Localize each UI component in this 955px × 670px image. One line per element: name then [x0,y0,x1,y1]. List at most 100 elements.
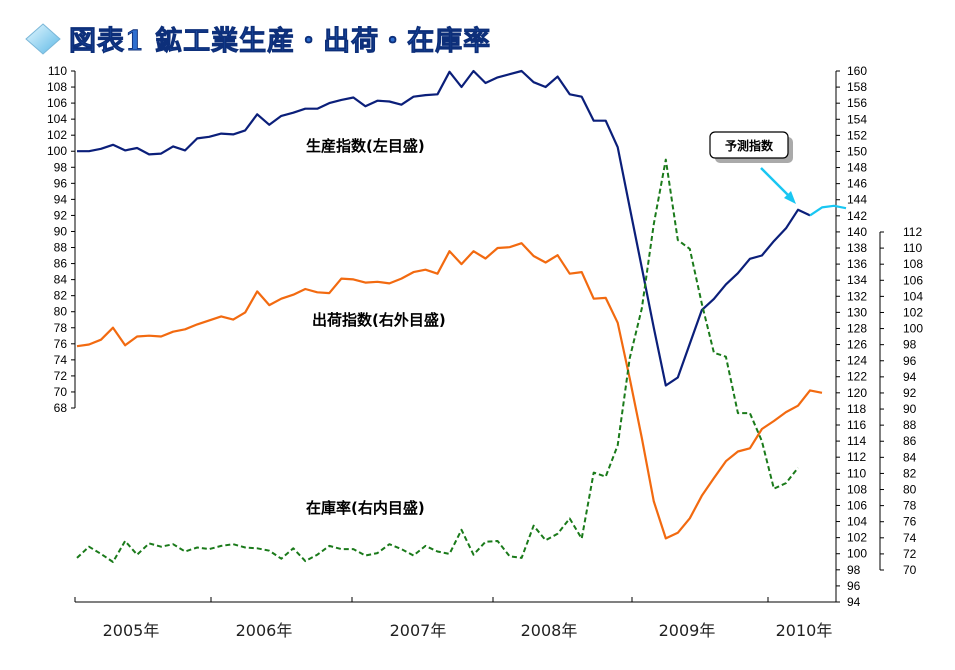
right-inner-tick-label: 86 [903,434,917,448]
x-tick-label: 2007年 [390,621,447,640]
inventory-series-label: 在庫率(右内目盛) [306,499,425,517]
right-outer-tick-label: 140 [847,225,867,239]
right-outer-tick-label: 110 [847,466,866,480]
right-outer-tick-label: 144 [847,193,867,207]
right-outer-tick-label: 152 [847,128,867,142]
left-tick-label: 88 [54,241,68,255]
right-outer-tick-label: 150 [847,144,867,158]
series-line-3 [76,158,799,563]
series-layer [76,69,847,563]
x-tick-label: 2006年 [236,621,293,640]
right-outer-tick-label: 132 [847,289,867,303]
left-tick-label: 100 [47,144,67,158]
right-inner-tick-label: 96 [903,354,917,368]
left-tick-label: 96 [54,176,68,190]
right-inner-tick-label: 72 [903,547,917,561]
left-tick-label: 92 [54,208,68,222]
left-y-axis: 68 70 72 74 76 78 80 82 84 86 88 90 92 94 96 98 100 102 10… [47,64,76,415]
right-inner-tick-label: 106 [903,273,923,287]
right-outer-tick-label: 142 [847,209,867,223]
right-outer-tick-label: 96 [847,579,861,593]
right-outer-tick-label: 126 [847,338,867,352]
left-tick-label: 70 [54,385,68,399]
right-outer-tick-label: 156 [847,96,867,110]
right-inner-tick-label: 88 [903,418,917,432]
left-tick-label: 74 [54,353,68,367]
left-tick-label: 110 [48,64,67,78]
right-outer-tick-label: 112 [847,450,866,464]
right-inner-tick-label: 84 [903,450,917,464]
chart-title-text: 図表1 鉱工業生産・出荷・在庫率 [69,25,491,57]
right-inner-tick-label: 110 [903,241,922,255]
series-line-2 [76,242,823,540]
right-inner-tick-label: 76 [903,515,917,529]
right-outer-tick-label: 146 [847,177,867,191]
right-inner-tick-label: 94 [903,370,917,384]
right-outer-tick-label: 130 [847,305,867,319]
left-tick-label: 106 [47,96,67,110]
left-tick-label: 68 [54,401,68,415]
right-outer-tick-label: 116 [847,418,866,432]
right-inner-tick-label: 80 [903,483,917,497]
right-outer-tick-label: 122 [847,370,867,384]
right-outer-tick-label: 136 [847,257,867,271]
right-outer-tick-label: 154 [847,112,867,126]
right-outer-tick-label: 128 [847,321,867,335]
right-outer-tick-label: 124 [847,354,867,368]
right-outer-tick-label: 102 [847,531,867,545]
x-tick-label: 2010年 [776,621,833,640]
left-tick-label: 82 [54,289,68,303]
left-tick-label: 108 [47,80,67,94]
right-inner-tick-label: 112 [903,225,922,239]
diamond-icon [25,23,61,55]
production-series-label: 生産指数(左目盛) [306,137,425,155]
left-tick-label: 94 [54,192,68,206]
forecast-callout-box [709,131,789,159]
series-line-0 [77,69,811,387]
right-outer-tick-label: 160 [847,64,867,78]
right-inner-tick-label: 74 [903,531,917,545]
right-outer-tick-label: 100 [847,547,867,561]
right-outer-tick-label: 134 [847,273,867,287]
right-outer-tick-label: 148 [847,161,867,175]
right-inner-tick-label: 100 [903,322,923,336]
x-axis: 2005年 2006年 2007年 2008年 2009年 2010年 [74,597,836,640]
right-outer-tick-label: 158 [847,80,867,94]
left-tick-label: 104 [47,112,67,126]
right-inner-tick-label: 102 [903,305,923,319]
left-tick-label: 86 [54,257,68,271]
right-outer-tick-label: 108 [847,482,867,496]
right-outer-tick-label: 114 [847,434,866,448]
right-inner-tick-label: 82 [903,466,917,480]
right-outer-tick-label: 98 [847,563,861,577]
left-tick-label: 98 [54,160,68,174]
forecast-callout-label: 予測指数 [725,138,774,153]
forecast-callout: 予測指数 [709,131,796,204]
right-outer-tick-label: 138 [847,241,867,255]
right-inner-tick-label: 92 [903,386,917,400]
right-outer-tick-label: 104 [847,515,867,529]
series-line-1 [809,204,847,217]
right-outer-tick-label: 94 [847,595,861,609]
right-inner-tick-label: 104 [903,289,923,303]
right-inner-tick-label: 98 [903,338,917,352]
right-outer-tick-label: 118 [847,402,866,416]
left-tick-label: 102 [47,128,67,142]
left-tick-label: 76 [54,337,68,351]
forecast-arrow [760,167,790,197]
left-tick-label: 90 [54,224,68,238]
forecast-arrowhead [784,191,796,204]
right-inner-tick-label: 78 [903,499,917,513]
chart-title: 図表1 鉱工業生産・出荷・在庫率 [25,23,491,57]
right-inner-tick-label: 70 [903,563,917,577]
right-inner-tick-label: 90 [903,402,917,416]
left-tick-label: 84 [54,273,68,287]
x-tick-label: 2009年 [659,621,716,640]
x-tick-label: 2005年 [103,621,160,640]
right-inner-y-axis: 70 72 74 76 78 80 82 84 86 88 90 92 94 96 98 100 102 104 1… [879,225,923,577]
right-outer-tick-label: 106 [847,498,867,512]
right-outer-y-axis: 94 96 98 100 102 104 106 108 110 112 114 116 118 120 1… [835,64,867,609]
right-outer-tick-label: 120 [847,386,867,400]
left-tick-label: 78 [54,321,68,335]
